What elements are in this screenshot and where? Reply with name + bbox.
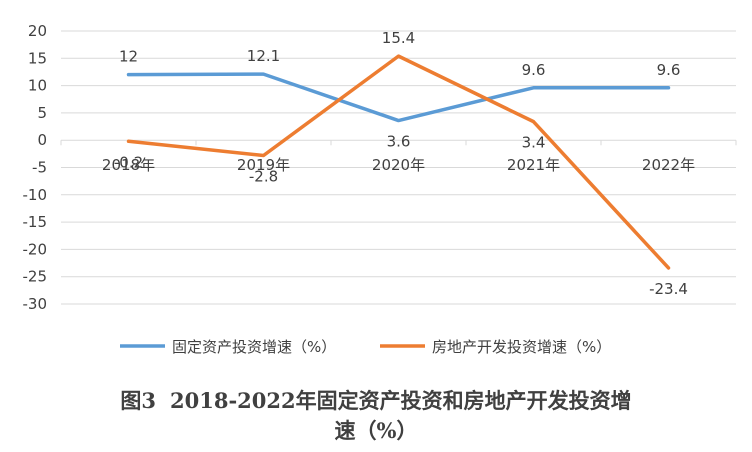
y-axis-ticks: 20 15 10 5 0 -5 -10 -15 -20 -25 -30: [23, 22, 48, 313]
data-label: 3.6: [387, 133, 411, 151]
series-line-2: [126, 54, 671, 270]
y-tick-label: -30: [23, 295, 48, 313]
y-tick-label: -25: [23, 268, 48, 286]
figure-caption-line1: 图3 2018-2022年固定资产投资和房地产开发投资增: [0, 386, 752, 416]
y-tick-label: 5: [37, 104, 47, 122]
line-chart: 20 15 10 5 0 -5 -10 -15 -20 -25 -30 2018年 2019年 2020…: [23, 22, 737, 356]
y-tick-label: 15: [28, 49, 47, 67]
y-tick-label: -5: [32, 159, 47, 177]
x-axis-ticks: 2018年 2019年 2020年 2021年 2022年: [60, 140, 737, 174]
data-label: -0.2: [114, 153, 143, 171]
data-labels: 12 12.1 3.6 9.6 9.6 -0.2 -2.8 15.4 3.4 -23.4: [114, 29, 688, 298]
x-tick-label: 2022年: [642, 156, 695, 174]
data-label: 12.1: [247, 47, 280, 65]
y-tick-label: 0: [37, 131, 47, 149]
x-tick-label: 2020年: [372, 156, 425, 174]
data-label: -2.8: [249, 167, 278, 185]
data-label: 3.4: [522, 134, 546, 152]
data-label: -23.4: [649, 280, 688, 298]
legend-label: 房地产开发投资增速（%）: [432, 338, 611, 356]
figure-number: 图3: [120, 388, 156, 413]
series-lines: [126, 54, 671, 270]
figure-title: 2018-2022年固定资产投资和房地产开发投资增: [170, 388, 632, 413]
figure-caption-line2: 速（%）: [334, 418, 418, 443]
y-tick-label: 10: [28, 77, 47, 95]
legend-label: 固定资产投资增速（%）: [172, 338, 336, 356]
data-label: 12: [119, 48, 138, 66]
y-tick-label: -15: [23, 213, 48, 231]
gridlines: [61, 30, 736, 305]
y-tick-label: -20: [23, 240, 48, 258]
y-tick-label: 20: [28, 22, 47, 40]
data-label: 9.6: [522, 61, 546, 79]
y-tick-label: -10: [23, 186, 48, 204]
x-tick-label: 2021年: [507, 156, 560, 174]
x-tick-label: 2018年: [102, 156, 155, 174]
legend: 固定资产投资增速（%） 房地产开发投资增速（%）: [120, 338, 611, 356]
data-label: 15.4: [382, 29, 415, 47]
data-label: 9.6: [657, 61, 681, 79]
series-line-1: [126, 72, 671, 123]
x-tick-label: 2019年: [237, 156, 290, 174]
